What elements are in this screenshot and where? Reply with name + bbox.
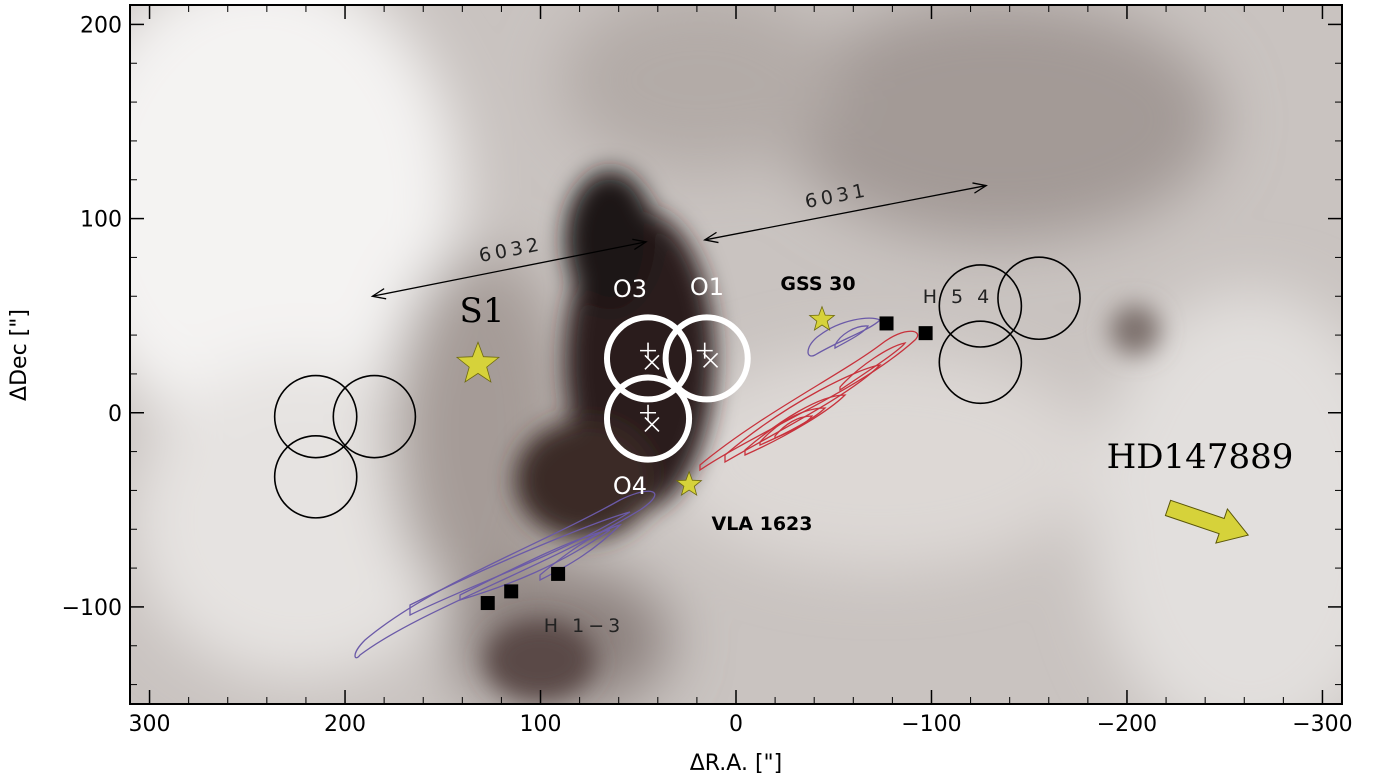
label-gss30: GSS 30 — [780, 273, 855, 295]
label-o4: O4 — [613, 472, 647, 500]
beam-circle-black-5 — [938, 320, 1023, 405]
red-outflow-contours — [699, 330, 919, 472]
y-tick-label-3: −100 — [62, 596, 122, 621]
star-s1 — [455, 341, 500, 383]
star-vla-1623 — [675, 470, 703, 497]
double-arrow-heads-6031 — [703, 182, 988, 244]
x-tick-label-1: 200 — [324, 712, 366, 737]
blue-outflow-contours — [354, 317, 882, 659]
star-gss-30 — [808, 305, 836, 332]
x-marker-2 — [644, 416, 660, 432]
x-tick-label-5: −200 — [1097, 712, 1157, 737]
label-vla1623: VLA 1623 — [711, 513, 812, 535]
beam-circle-black-0 — [273, 374, 358, 459]
y-tick-label-1: 100 — [80, 208, 122, 233]
hd147889-direction-arrow — [1164, 499, 1250, 544]
direction-arrow — [1164, 499, 1250, 544]
beam-circle-black-1 — [332, 374, 417, 459]
x-marker-1 — [703, 352, 719, 368]
position-markers — [640, 342, 719, 432]
label-h54: H 5 4 — [923, 286, 994, 308]
axes: 300 200 100 0 −100 −200 −300 200 100 0 −100 — [62, 4, 1353, 737]
black-square-markers — [480, 316, 933, 611]
label-h13: H 1−3 — [544, 615, 624, 637]
x-tick-label-4: −100 — [901, 712, 961, 737]
y-axis-title: ΔDec ["] — [7, 309, 32, 401]
square-marker-4 — [918, 326, 933, 341]
label-o3: O3 — [613, 275, 647, 303]
label-s1: S1 — [460, 291, 505, 331]
beam-circle-o4 — [603, 374, 693, 463]
square-marker-3 — [879, 316, 894, 331]
x-tick-label-0: 300 — [129, 712, 171, 737]
y-tick-label-0: 200 — [80, 13, 122, 38]
white-beam-circles — [603, 314, 751, 463]
x-tick-label-6: −300 — [1292, 712, 1352, 737]
plus-marker-1 — [696, 342, 713, 359]
square-marker-0 — [480, 596, 495, 611]
x-tick-label-3: 0 — [729, 712, 743, 737]
square-marker-1 — [504, 584, 519, 599]
x-tick-label-2: 100 — [520, 712, 562, 737]
x-axis-title: ΔR.A. ["] — [690, 751, 782, 776]
black-beam-circles — [273, 256, 1081, 519]
double-arrow-line-6031 — [704, 184, 987, 241]
double-arrow-heads-6032 — [370, 238, 648, 300]
label-o1: O1 — [690, 273, 724, 301]
square-marker-2 — [551, 566, 566, 581]
label-hd147889: HD147889 — [1107, 437, 1294, 477]
double-arrows — [370, 182, 988, 300]
beam-circle-black-4 — [997, 256, 1081, 341]
beam-circle-o3 — [603, 314, 693, 403]
beam-circle-o1 — [662, 314, 751, 403]
emission-map — [130, 5, 1342, 704]
beam-circle-black-3 — [938, 264, 1023, 348]
y-tick-label-2: 0 — [108, 402, 122, 427]
beam-circle-black-2 — [273, 434, 358, 519]
star-markers — [455, 305, 836, 497]
plus-marker-0 — [640, 342, 657, 359]
plus-marker-2 — [640, 404, 657, 421]
double-arrow-line-6032 — [372, 241, 647, 297]
x-marker-0 — [644, 354, 660, 370]
